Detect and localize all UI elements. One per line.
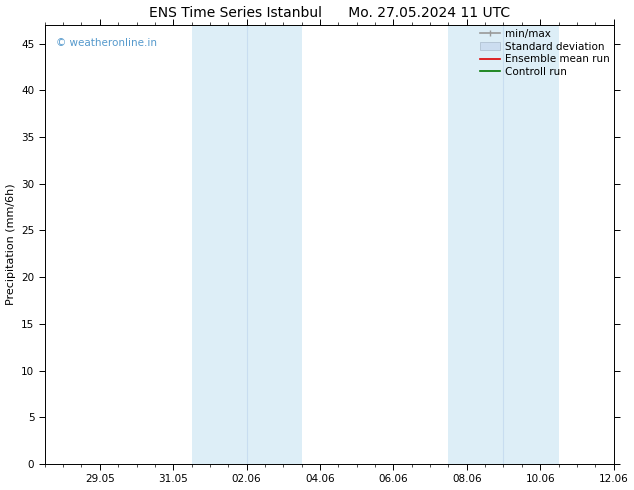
Bar bbox=[503, 25, 559, 464]
Y-axis label: Precipitation (mm/6h): Precipitation (mm/6h) bbox=[6, 184, 16, 305]
Legend: min/max, Standard deviation, Ensemble mean run, Controll run: min/max, Standard deviation, Ensemble me… bbox=[477, 27, 611, 79]
Bar bbox=[247, 25, 302, 464]
Bar bbox=[191, 25, 247, 464]
Text: © weatheronline.in: © weatheronline.in bbox=[56, 38, 157, 48]
Title: ENS Time Series Istanbul      Mo. 27.05.2024 11 UTC: ENS Time Series Istanbul Mo. 27.05.2024 … bbox=[148, 5, 510, 20]
Bar bbox=[448, 25, 503, 464]
